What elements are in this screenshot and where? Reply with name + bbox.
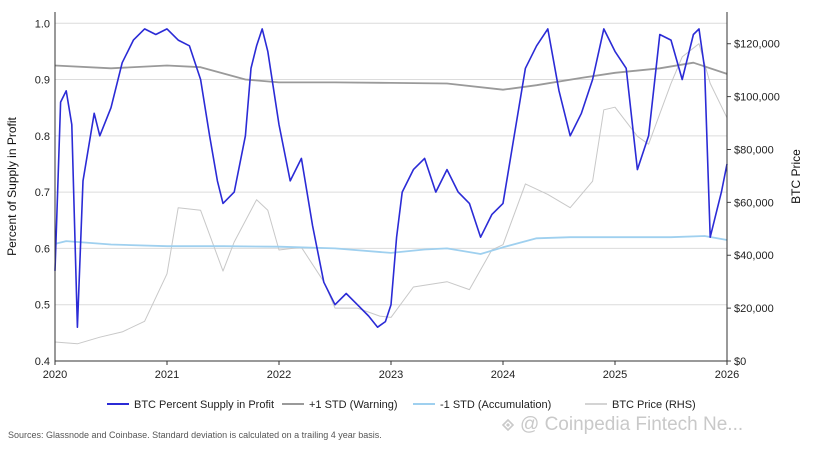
gridlines bbox=[55, 22, 727, 362]
y-left-tick-label: 0.5 bbox=[35, 300, 50, 312]
series-line bbox=[54, 235, 728, 255]
series-layer bbox=[54, 28, 728, 345]
watermark-text: @ Coinpedia Fintech Ne... bbox=[520, 414, 744, 435]
y-left-tick-label: 0.6 bbox=[35, 243, 50, 255]
y-right-tick-label: $100,000 bbox=[734, 92, 780, 104]
y-right-tick-label: $0 bbox=[734, 356, 746, 368]
y-left-tick-label: 0.4 bbox=[35, 356, 50, 368]
legend-label: -1 STD (Accumulation) bbox=[440, 399, 551, 411]
series-line bbox=[54, 61, 728, 91]
legend-label: +1 STD (Warning) bbox=[309, 399, 398, 411]
source-note: Sources: Glassnode and Coinbase. Standar… bbox=[8, 430, 382, 440]
x-tick-label: 2021 bbox=[155, 369, 179, 381]
y-left-tick-label: 1.0 bbox=[35, 18, 50, 30]
legend: BTC Percent Supply in Profit +1 STD (Warn… bbox=[107, 399, 696, 411]
y-right-tick-label: $60,000 bbox=[734, 197, 774, 209]
y-left-tick-label: 0.9 bbox=[35, 75, 50, 87]
coinpedia-logo-icon bbox=[501, 418, 515, 432]
y-right-tick-label: $120,000 bbox=[734, 39, 780, 51]
y-right-tick-label: $20,000 bbox=[734, 303, 774, 315]
series-line bbox=[54, 43, 728, 345]
y-right-tick-label: $80,000 bbox=[734, 144, 774, 156]
y-left-tick-label: 0.8 bbox=[35, 131, 50, 143]
y-left-axis-title: Percent of Supply in Profit bbox=[5, 116, 19, 255]
y-right-tick-label: $40,000 bbox=[734, 250, 774, 262]
x-tick-label: 2024 bbox=[491, 369, 515, 381]
watermark: @ Coinpedia Fintech Ne... bbox=[500, 414, 743, 436]
y-right-axis-title: BTC Price bbox=[789, 149, 803, 204]
series-line bbox=[54, 28, 728, 329]
legend-label: BTC Percent Supply in Profit bbox=[134, 399, 274, 411]
x-tick-label: 2023 bbox=[379, 369, 403, 381]
legend-label: BTC Price (RHS) bbox=[612, 399, 696, 411]
y-left-tick-label: 0.7 bbox=[35, 187, 50, 199]
x-tick-label: 2025 bbox=[603, 369, 627, 381]
x-tick-label: 2020 bbox=[43, 369, 67, 381]
x-tick-label: 2026 bbox=[715, 369, 739, 381]
axes: 0.4 0.5 0.6 0.7 0.8 0.9 1.0 $0 $20,000 $40,000 $60… bbox=[5, 12, 803, 381]
x-tick-label: 2022 bbox=[267, 369, 291, 381]
